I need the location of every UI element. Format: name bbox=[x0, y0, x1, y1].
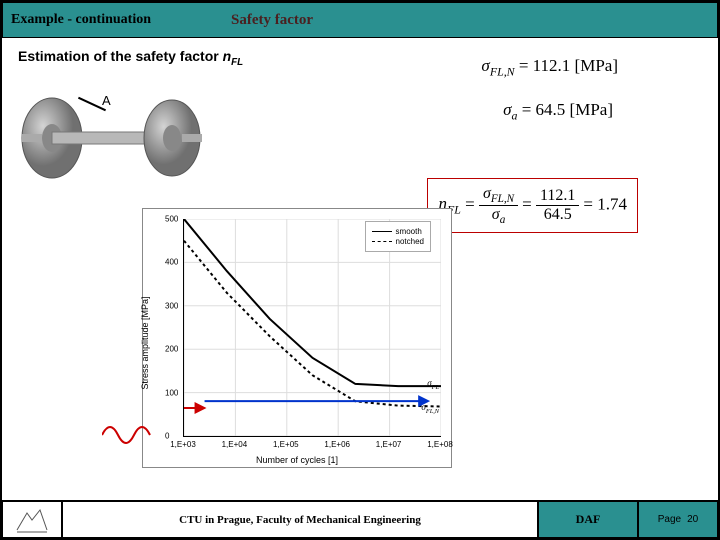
sn-chart: Stress amplitude [MPa] Number of cycles … bbox=[142, 208, 452, 468]
slide-header: Example - continuation Safety factor bbox=[2, 2, 718, 38]
slide-footer: CTU in Prague, Faculty of Mechanical Eng… bbox=[2, 500, 718, 538]
chart-ylabel: Stress amplitude [MPa] bbox=[140, 296, 150, 389]
slide-body: Estimation of the safety factor nFL σFL,… bbox=[2, 38, 718, 500]
sine-wave-icon bbox=[102, 423, 152, 447]
point-a-label: A bbox=[102, 93, 111, 108]
footer-affiliation: CTU in Prague, Faculty of Mechanical Eng… bbox=[62, 501, 538, 538]
header-title: Safety factor bbox=[231, 12, 313, 29]
rail-axle-image bbox=[12, 88, 212, 188]
header-left: Example - continuation bbox=[11, 12, 231, 28]
chart-xlabel: Number of cycles [1] bbox=[256, 455, 338, 465]
footer-logo bbox=[2, 501, 62, 538]
chart-legend: smooth notched bbox=[365, 221, 431, 252]
footer-daf: DAF bbox=[538, 501, 638, 538]
safety-factor-box: nFL = σFL,N σa = 112.1 64.5 = 1.74 bbox=[427, 178, 638, 233]
footer-page: Page20 bbox=[638, 501, 718, 538]
formula-sigma-a: σa = 64.5 [MPa] bbox=[503, 100, 613, 123]
formula-sigma-fln: σFL,N = 112.1 [MPa] bbox=[481, 56, 618, 79]
